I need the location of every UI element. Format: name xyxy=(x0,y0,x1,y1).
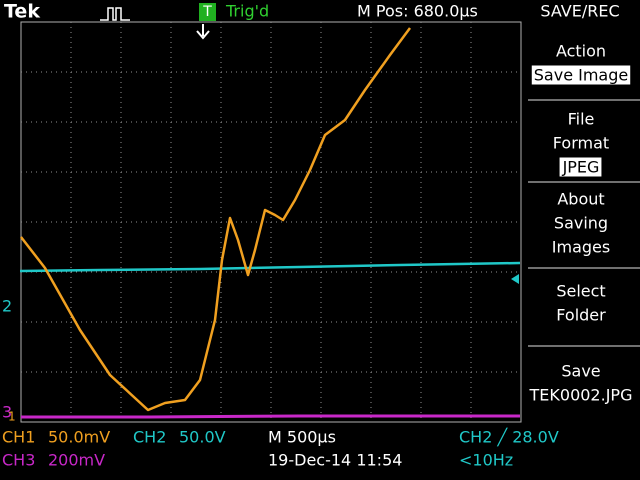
ch2-scale: 50.0V xyxy=(179,428,226,447)
frequency: <10Hz xyxy=(459,451,513,470)
menu-selection-highlight xyxy=(559,157,602,177)
ch2-marker: 2 xyxy=(2,297,12,316)
ch3-scale: 200mV xyxy=(48,451,105,470)
menu-label: Folder xyxy=(556,306,606,325)
trigger-icon-box xyxy=(199,3,216,21)
timebase: M 500µs xyxy=(268,428,336,447)
ch1-marker: 1 xyxy=(8,410,16,424)
menu-label: Images xyxy=(552,238,610,257)
menu-label: Save xyxy=(561,362,600,381)
ch1-trace xyxy=(20,27,412,412)
ch2-label: CH2 xyxy=(133,428,166,447)
menu-label: File xyxy=(568,110,595,129)
menu-title: SAVE/REC xyxy=(540,2,619,21)
side-menu: Action Save Image File Format JPEG About Savin… xyxy=(528,42,640,405)
ch3-trace xyxy=(21,414,520,419)
ch1-label: CH1 xyxy=(2,428,35,447)
menu-selection: Save Image xyxy=(534,66,628,85)
date-time: 19-Dec-14 11:54 xyxy=(268,451,402,470)
trigger-setting: CH2 ╱ 28.0V xyxy=(459,428,559,447)
trigger-level-marker xyxy=(511,274,519,284)
trigger-type-icon xyxy=(100,7,130,21)
horizontal-position: M Pos: 680.0µs xyxy=(357,2,478,21)
ch1-scale: 50.0mV xyxy=(48,428,110,447)
menu-label: About xyxy=(557,190,604,209)
menu-label: Action xyxy=(556,42,606,61)
menu-selection: JPEG xyxy=(562,158,600,177)
trigger-position-marker xyxy=(196,24,210,40)
ch3-label: CH3 xyxy=(2,451,35,470)
ch3-marker: 3 xyxy=(2,403,12,422)
menu-label: Saving xyxy=(554,214,608,233)
menu-label: Format xyxy=(553,134,609,153)
menu-selection-highlight xyxy=(531,65,631,85)
menu-label: TEK0002.JPG xyxy=(529,386,633,405)
trigger-icon: T xyxy=(202,4,212,20)
brand: Tek xyxy=(4,1,40,23)
trigger-status: Trig'd xyxy=(225,2,269,21)
graticule xyxy=(20,21,522,423)
menu-label: Select xyxy=(556,282,605,301)
